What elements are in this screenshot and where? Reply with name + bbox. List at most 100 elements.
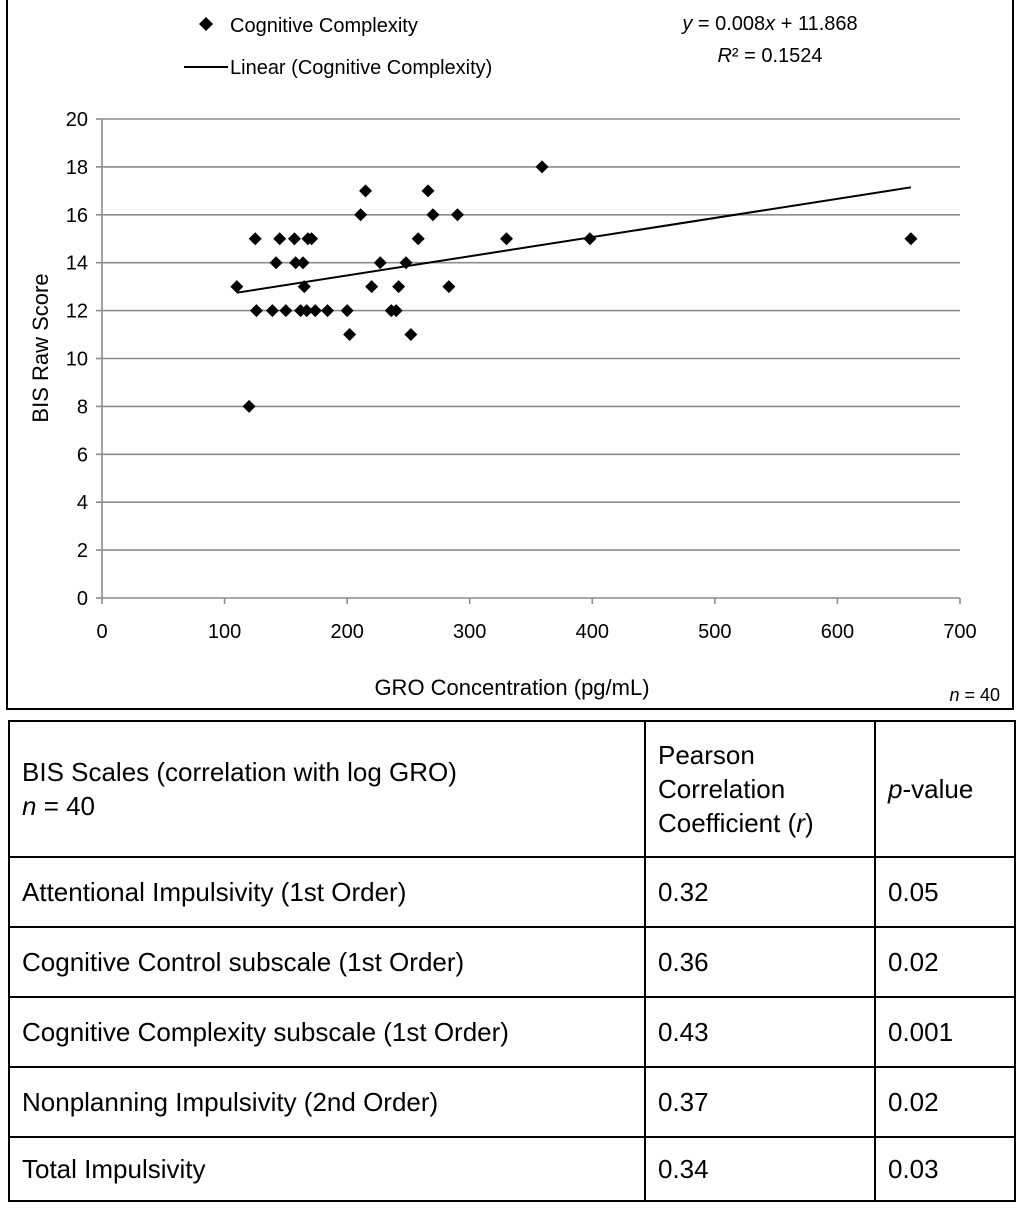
- table-row: Total Impulsivity 0.34 0.03: [8, 1136, 1016, 1202]
- pearson-r-cell: 0.37: [644, 1066, 876, 1138]
- scale-name-cell: Nonplanning Impulsivity (2nd Order): [8, 1066, 646, 1138]
- data-point: [904, 232, 918, 246]
- scales-header-text: BIS Scales (correlation with log GRO): [22, 757, 457, 787]
- data-point: [583, 232, 597, 246]
- y-tick-label: 10: [66, 349, 88, 371]
- y-tick-label: 12: [66, 301, 88, 323]
- y-tick-label: 6: [77, 444, 88, 466]
- x-tick-label: 200: [330, 621, 363, 643]
- table-row: Cognitive Control subscale (1st Order) 0…: [8, 926, 1016, 998]
- data-point: [273, 232, 287, 246]
- pearson-r-cell: 0.43: [644, 996, 876, 1068]
- y-tick-label: 20: [66, 109, 88, 131]
- data-point: [296, 256, 310, 270]
- sample-size-label: n = 40: [949, 685, 1000, 705]
- p-value-cell: 0.02: [874, 926, 1016, 998]
- data-point: [389, 304, 403, 318]
- y-axis-title: BIS Raw Score: [28, 273, 53, 422]
- data-point: [392, 280, 406, 294]
- data-point: [404, 328, 418, 342]
- pearson-header-r-var: r: [796, 808, 805, 838]
- data-point: [287, 232, 301, 246]
- x-tick-label: 0: [96, 621, 107, 643]
- scale-name-cell: Total Impulsivity: [8, 1136, 646, 1202]
- pearson-header-line3: Coefficient (: [658, 808, 797, 838]
- chart-legend: Cognitive Complexity Linear (Cognitive C…: [184, 15, 492, 79]
- p-value-header-var: p: [888, 774, 903, 804]
- scales-header-n-value: = 40: [36, 791, 96, 821]
- data-point: [411, 232, 425, 246]
- table-header-row: BIS Scales (correlation with log GRO) n …: [8, 720, 1016, 858]
- data-point: [289, 256, 303, 270]
- pearson-column-header: Pearson Correlation Coefficient (r): [644, 720, 876, 858]
- data-point: [321, 304, 335, 318]
- y-tick-label: 18: [66, 157, 88, 179]
- table-row: Attentional Impulsivity (1st Order) 0.32…: [8, 856, 1016, 928]
- y-tick-label: 8: [77, 396, 88, 418]
- legend-entry-trendline: Linear (Cognitive Complexity): [230, 57, 492, 79]
- data-point: [265, 304, 279, 318]
- scale-name-cell: Attentional Impulsivity (1st Order): [8, 856, 646, 928]
- table-row: Nonplanning Impulsivity (2nd Order) 0.37…: [8, 1066, 1016, 1138]
- data-point: [297, 280, 311, 294]
- data-point: [426, 208, 440, 222]
- x-tick-label: 400: [576, 621, 609, 643]
- data-point: [249, 304, 263, 318]
- y-tick-label: 0: [77, 588, 88, 610]
- scale-name-cell: Cognitive Complexity subscale (1st Order…: [8, 996, 646, 1068]
- p-value-header-rest: -value: [902, 774, 974, 804]
- y-tick-label: 16: [66, 205, 88, 227]
- data-point: [300, 304, 314, 318]
- data-point: [269, 256, 283, 270]
- data-point: [499, 232, 513, 246]
- data-point: [305, 232, 319, 246]
- x-tick-label: 500: [698, 621, 731, 643]
- x-tick-label: 600: [821, 621, 854, 643]
- x-tick-label: 100: [208, 621, 241, 643]
- x-axis-title: GRO Concentration (pg/mL): [374, 675, 649, 700]
- p-value-cell: 0.02: [874, 1066, 1016, 1138]
- p-value-cell: 0.03: [874, 1136, 1016, 1202]
- y-tick-label: 2: [77, 540, 88, 562]
- pearson-r-cell: 0.34: [644, 1136, 876, 1202]
- y-tick-label: 14: [66, 253, 88, 275]
- legend-entry-series: Cognitive Complexity: [230, 15, 418, 37]
- pearson-r-cell: 0.32: [644, 856, 876, 928]
- data-point: [442, 280, 456, 294]
- legend-diamond-marker: [199, 17, 213, 31]
- r-squared-label: R² = 0.1524: [717, 45, 822, 67]
- data-point: [340, 304, 354, 318]
- data-point: [230, 280, 244, 294]
- pearson-header-line1: Pearson: [658, 740, 755, 770]
- data-point: [248, 232, 262, 246]
- data-point: [242, 399, 256, 413]
- p-value-column-header: p-value: [874, 720, 1016, 858]
- scale-name-cell: Cognitive Control subscale (1st Order): [8, 926, 646, 998]
- pearson-header-line2: Correlation: [658, 774, 786, 804]
- scatter-chart-panel: 0 2 4 6 8 10 12 14 16 18 20 0 100 200 300 400 500 600 700 …: [6, 0, 1014, 710]
- data-point: [343, 328, 357, 342]
- x-tick-label: 700: [943, 621, 976, 643]
- p-value-cell: 0.05: [874, 856, 1016, 928]
- trendline: [236, 186, 912, 294]
- y-tick-label: 4: [77, 492, 88, 514]
- data-point: [421, 184, 435, 198]
- data-point: [354, 208, 368, 222]
- p-value-cell: 0.001: [874, 996, 1016, 1068]
- data-point: [535, 160, 549, 174]
- data-point: [308, 304, 322, 318]
- scales-column-header: BIS Scales (correlation with log GRO) n …: [8, 720, 646, 858]
- data-point: [279, 304, 293, 318]
- x-tick-label: 300: [453, 621, 486, 643]
- correlation-table: BIS Scales (correlation with log GRO) n …: [8, 720, 1016, 1202]
- trendline-equation: y = 0.008x + 11.868: [680, 13, 857, 35]
- table-row: Cognitive Complexity subscale (1st Order…: [8, 996, 1016, 1068]
- data-point: [399, 256, 413, 270]
- data-point: [450, 208, 464, 222]
- pearson-r-cell: 0.36: [644, 926, 876, 998]
- data-point: [359, 184, 373, 198]
- scales-header-n-var: n: [22, 791, 37, 821]
- data-point: [365, 280, 379, 294]
- pearson-header-close: ): [804, 808, 814, 838]
